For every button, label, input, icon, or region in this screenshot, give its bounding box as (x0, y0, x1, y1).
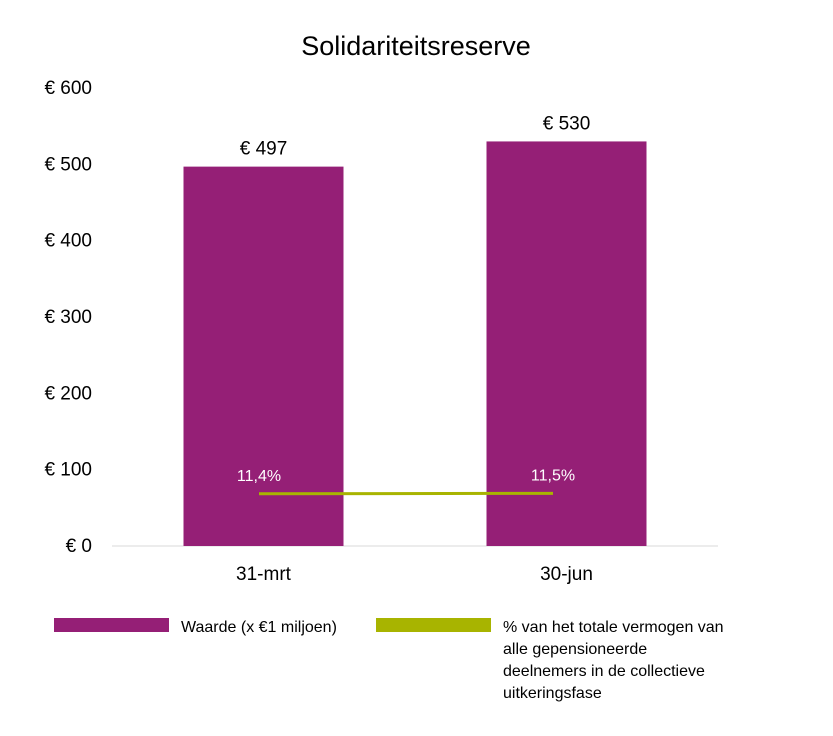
y-tick-label: € 400 (44, 231, 92, 252)
legend-label-line: uitkeringsfase (503, 685, 602, 702)
y-tick-label: € 0 (66, 536, 92, 557)
line-series: 11,4% 11,5% (237, 467, 575, 496)
y-tick-label: € 200 (44, 383, 92, 404)
legend-swatch-waarde (54, 618, 169, 632)
legend-label-line: deelnemers in de collectieve (503, 663, 705, 680)
y-tick-label: € 600 (44, 78, 92, 99)
line-data-label: 11,4% (237, 468, 281, 485)
bar (486, 141, 647, 546)
chart-title: Solidariteitsreserve (301, 31, 531, 61)
y-axis: € 0 € 100 € 200 € 300 € 400 € 500 € 600 (44, 78, 92, 557)
bar-data-label: € 497 (240, 139, 288, 160)
y-tick-label: € 100 (44, 460, 92, 481)
line-data-label: 11,5% (531, 467, 575, 484)
y-tick-label: € 500 (44, 154, 92, 175)
bar-series: € 497 € 530 (183, 113, 647, 546)
legend-swatch-percentage (376, 618, 491, 632)
bar (183, 166, 344, 546)
legend: Waarde (x €1 miljoen) % van het totale v… (54, 618, 724, 702)
x-category-label: 30-jun (540, 564, 593, 585)
x-axis: 31-mrt 30-jun (236, 564, 593, 585)
x-category-label: 31-mrt (236, 564, 292, 585)
legend-label-waarde: Waarde (x €1 miljoen) (181, 619, 337, 636)
bar-data-label: € 530 (543, 113, 591, 134)
y-tick-label: € 300 (44, 307, 92, 328)
legend-label-line: % van het totale vermogen van (503, 619, 724, 636)
legend-label-line: alle gepensioneerde (503, 641, 647, 658)
legend-label-percentage: % van het totale vermogen van alle gepens… (503, 619, 724, 702)
